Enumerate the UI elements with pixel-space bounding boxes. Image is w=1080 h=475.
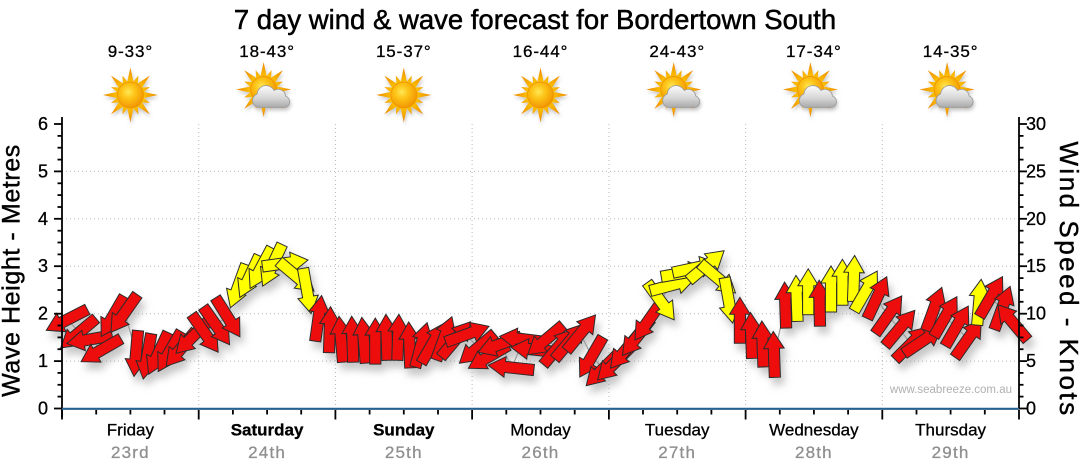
svg-text:Tuesday: Tuesday <box>645 421 710 440</box>
svg-text:28th: 28th <box>795 443 833 462</box>
svg-text:Wave Height - Metres: Wave Height - Metres <box>0 144 26 397</box>
svg-text:5: 5 <box>38 161 48 181</box>
svg-text:3: 3 <box>38 256 48 276</box>
svg-text:Saturday: Saturday <box>231 421 304 440</box>
svg-text:26th: 26th <box>522 443 560 462</box>
svg-text:1: 1 <box>38 351 48 371</box>
svg-text:25th: 25th <box>385 443 423 462</box>
svg-text:Wednesday: Wednesday <box>769 421 859 440</box>
svg-text:15-37°: 15-37° <box>376 42 432 61</box>
svg-text:15: 15 <box>1026 256 1046 276</box>
svg-text:5: 5 <box>1026 351 1036 371</box>
svg-text:20: 20 <box>1026 209 1046 229</box>
svg-text:Wind Speed - Knots: Wind Speed - Knots <box>1054 141 1080 417</box>
svg-text:25: 25 <box>1026 161 1046 181</box>
svg-text:0: 0 <box>1026 399 1036 419</box>
svg-text:24th: 24th <box>248 443 286 462</box>
svg-text:30: 30 <box>1026 114 1046 134</box>
svg-text:27th: 27th <box>658 443 696 462</box>
svg-text:Friday: Friday <box>107 421 155 440</box>
svg-text:24-43°: 24-43° <box>649 42 705 61</box>
svg-text:Thursday: Thursday <box>915 421 986 440</box>
svg-text:9-33°: 9-33° <box>108 42 153 61</box>
svg-text:29th: 29th <box>932 443 970 462</box>
svg-text:2: 2 <box>38 304 48 324</box>
svg-text:Monday: Monday <box>510 421 571 440</box>
svg-text:7 day wind & wave forecast for: 7 day wind & wave forecast for Bordertow… <box>234 4 836 35</box>
svg-text:23rd: 23rd <box>111 443 150 462</box>
svg-text:4: 4 <box>38 209 48 229</box>
svg-text:14-35°: 14-35° <box>923 42 979 61</box>
svg-text:Sunday: Sunday <box>373 421 435 440</box>
svg-text:www.seabreeze.com.au: www.seabreeze.com.au <box>889 384 1012 396</box>
svg-text:6: 6 <box>38 114 48 134</box>
svg-text:16-44°: 16-44° <box>513 42 569 61</box>
svg-text:0: 0 <box>38 399 48 419</box>
svg-text:18-43°: 18-43° <box>239 42 295 61</box>
svg-text:10: 10 <box>1026 304 1046 324</box>
svg-text:17-34°: 17-34° <box>786 42 842 61</box>
